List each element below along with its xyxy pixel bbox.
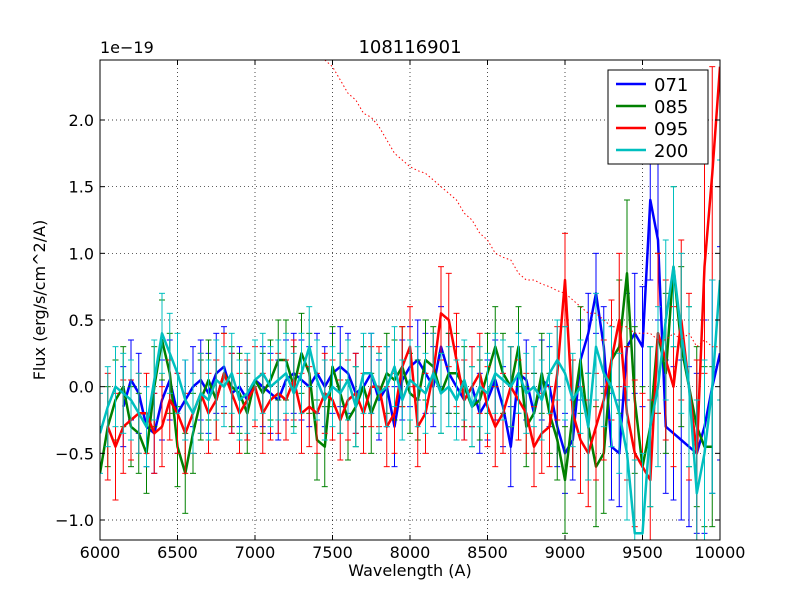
x-tick-label: 9500	[622, 543, 663, 562]
x-tick-label: 6000	[80, 543, 121, 562]
series-200	[100, 159, 720, 540]
y-tick-label: 1.0	[69, 244, 94, 263]
legend-label: 085	[654, 97, 688, 118]
x-tick-label: 7500	[312, 543, 353, 562]
y-tick-label: 0.0	[69, 378, 94, 397]
legend-label: 200	[654, 141, 688, 162]
y-offset-label: 1e−19	[100, 38, 154, 57]
x-tick-label: 8000	[390, 543, 431, 562]
series-reference	[324, 60, 720, 348]
y-tick-label: 2.0	[69, 111, 94, 130]
y-tick-label: 1.5	[69, 178, 94, 197]
chart-title: 108116901	[358, 37, 461, 58]
data-layer	[100, 60, 720, 540]
series-line	[100, 265, 720, 535]
ticks: 6000 6500 7000 7500 8000 8500 9000 9500 10000 −1.…	[55, 60, 745, 562]
x-tick-label: 7000	[235, 543, 276, 562]
y-tick-label: 0.5	[69, 311, 94, 330]
x-tick-label: 9000	[545, 543, 586, 562]
series-line	[122, 198, 720, 455]
y-axis-label: Flux (erg/s/cm^2/A)	[30, 220, 49, 381]
x-tick-label: 8500	[467, 543, 508, 562]
x-axis-label: Wavelength (A)	[348, 561, 471, 580]
legend-box	[607, 69, 709, 165]
x-tick-label: 6500	[157, 543, 198, 562]
x-tick-label: 10000	[695, 543, 746, 562]
reference-line	[324, 60, 720, 348]
legend-label: 095	[654, 119, 688, 140]
y-tick-label: −0.5	[55, 444, 94, 463]
legend-label: 071	[654, 75, 688, 96]
y-tick-label: −1.0	[55, 511, 94, 530]
